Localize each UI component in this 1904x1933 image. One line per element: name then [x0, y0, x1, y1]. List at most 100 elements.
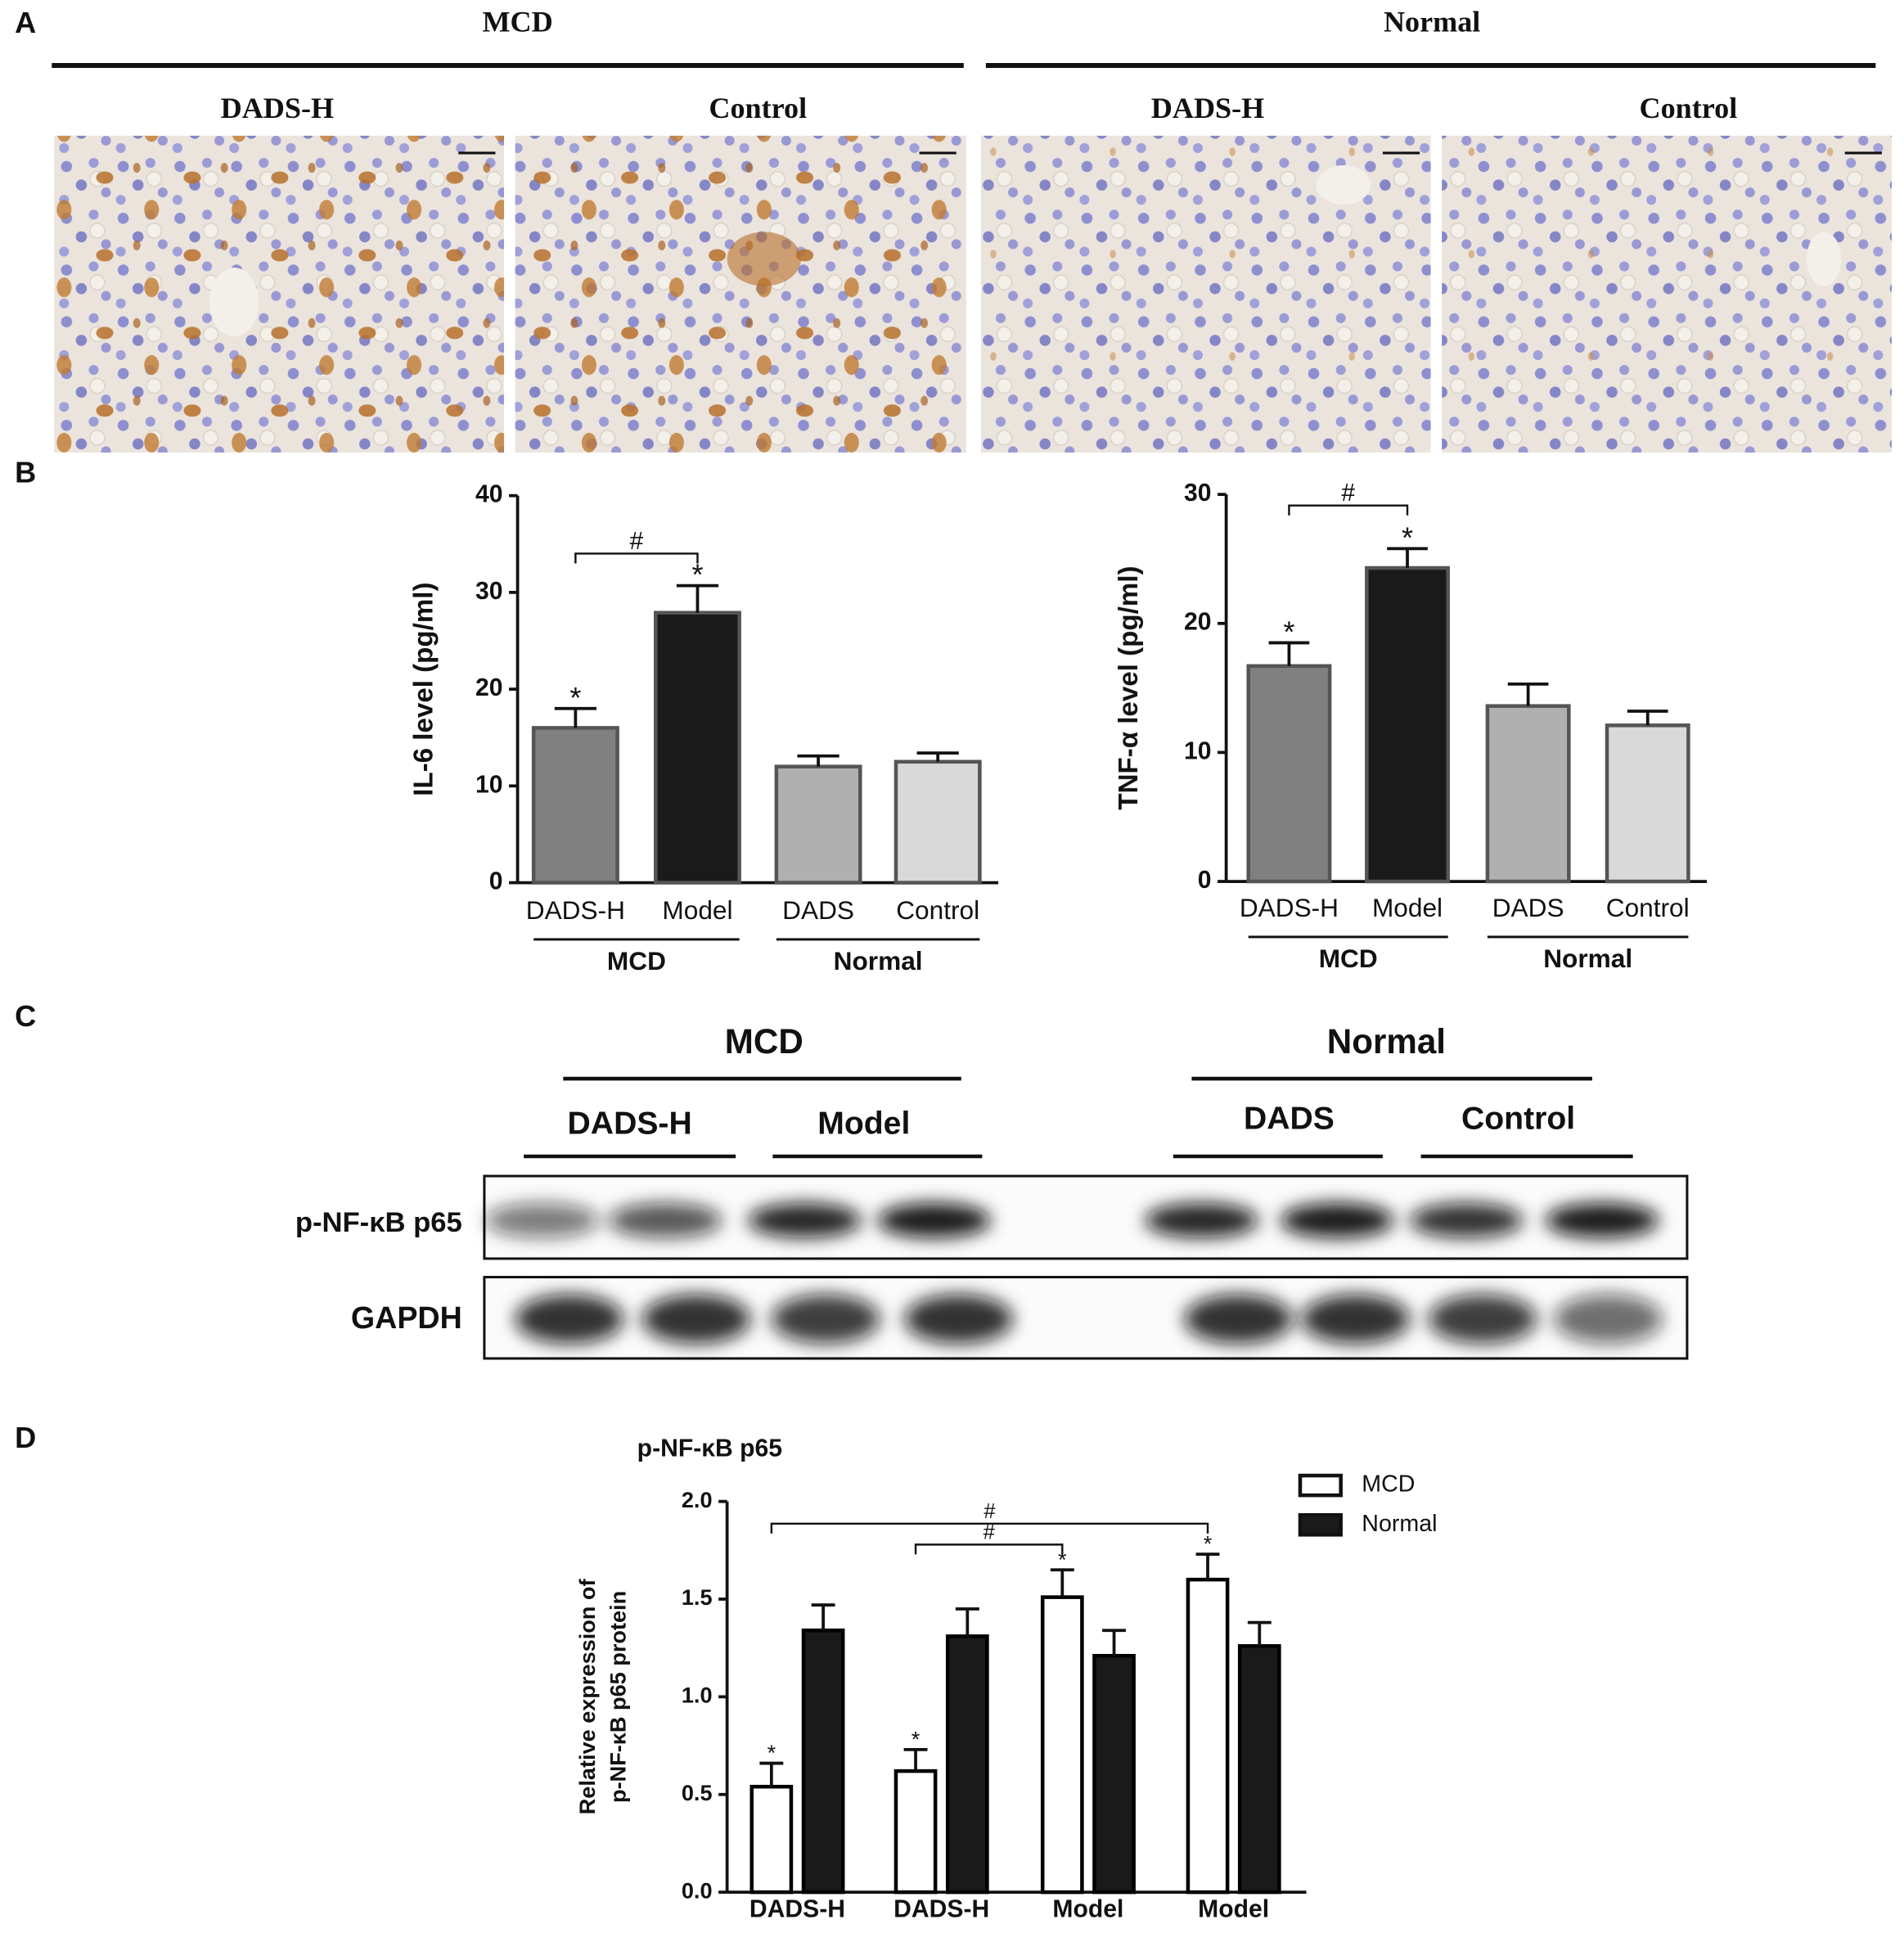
significance-star: *: [767, 1740, 776, 1765]
error-bar: [797, 754, 839, 767]
error-bar: [1102, 1629, 1127, 1656]
y-tick-label: 2.0: [682, 1487, 713, 1512]
y-tick-label: 1.0: [682, 1683, 713, 1708]
significance-label: #: [1341, 480, 1355, 507]
bar: [1092, 1654, 1136, 1895]
legend-swatch: [1298, 1473, 1343, 1498]
column-label: DADS-H: [1151, 92, 1265, 124]
y-tick-label: 1.5: [682, 1584, 713, 1610]
group-label: MCD: [482, 6, 552, 38]
bar: [654, 611, 741, 885]
significance-star: *: [1402, 520, 1413, 554]
group-label: Normal: [1384, 6, 1480, 38]
x-tick-label: DADS: [782, 895, 854, 925]
x-tick-label: Control: [1606, 893, 1690, 922]
y-tick-label: 0.5: [682, 1780, 713, 1805]
y-tick-label: 0: [489, 868, 503, 895]
x-tick-label: Model: [1198, 1896, 1269, 1923]
error-bar: [1507, 682, 1549, 706]
stain-overlay: [727, 232, 801, 286]
x-tick-label: DADS-H: [526, 895, 625, 925]
band: [485, 1203, 599, 1238]
stain-overlay: [1442, 135, 1892, 453]
bar: [531, 726, 619, 885]
band: [1280, 1203, 1394, 1238]
bar: [749, 1784, 794, 1895]
column-label: Control: [1640, 92, 1738, 124]
y-tick-label: 10: [475, 771, 503, 798]
significance-bracket: [770, 1522, 1209, 1534]
significance-bracket: [914, 1543, 1064, 1555]
error-bar: [1195, 1552, 1220, 1580]
band: [1428, 1294, 1537, 1344]
panel-label: C: [15, 999, 36, 1033]
bar: [1186, 1577, 1230, 1895]
band: [1410, 1203, 1524, 1238]
band: [1554, 1294, 1663, 1344]
x-tick-label: Model: [1372, 893, 1443, 922]
error-bar: [554, 706, 596, 728]
panel-label: A: [15, 6, 36, 39]
chart-title: p-NF-κB p65: [637, 1435, 782, 1462]
significance-star: *: [1204, 1531, 1213, 1557]
y-axis-label: IL-6 level (pg/ml): [408, 582, 439, 795]
y-axis-label: Relative expression of: [574, 1579, 600, 1815]
error-bar: [1268, 641, 1310, 666]
band: [771, 1294, 880, 1344]
group-label: MCD: [1319, 944, 1378, 973]
error-bar: [811, 1603, 835, 1631]
x-tick-label: Model: [662, 895, 732, 925]
bar: [1040, 1595, 1084, 1895]
bar: [1485, 704, 1571, 884]
group-label: Normal: [834, 946, 923, 976]
significance-label: #: [630, 528, 644, 555]
band: [748, 1203, 862, 1238]
band: [1145, 1203, 1258, 1238]
lane-label: Model: [817, 1106, 910, 1142]
x-tick-label: DADS: [1492, 893, 1564, 922]
group-label: MCD: [607, 946, 666, 976]
band: [1545, 1203, 1659, 1238]
bar: [1605, 723, 1690, 884]
stain-overlay: [515, 135, 966, 453]
bar: [893, 759, 982, 885]
error-bar: [759, 1761, 784, 1787]
band: [904, 1294, 1014, 1344]
lane-label: DADS-H: [568, 1106, 692, 1142]
legend-swatch: [1298, 1512, 1343, 1537]
bar: [1237, 1644, 1281, 1895]
histology-images: [54, 135, 1892, 453]
blot-group: Normal: [1327, 1022, 1446, 1061]
y-tick-label: 40: [475, 481, 503, 508]
vessel: [1807, 232, 1842, 286]
error-bar: [1387, 547, 1428, 569]
band: [1184, 1294, 1293, 1344]
bar: [945, 1634, 989, 1895]
y-tick-label: 0.0: [682, 1877, 713, 1903]
significance-star: *: [911, 1726, 920, 1751]
lane-label: Control: [1461, 1102, 1575, 1137]
band: [609, 1203, 722, 1238]
y-axis-label: TNF-α level (pg/ml): [1114, 565, 1144, 809]
significance-label: #: [984, 1521, 996, 1544]
legend-label: Normal: [1362, 1511, 1437, 1537]
panel-label: D: [15, 1421, 36, 1454]
significance-star: *: [1058, 1547, 1067, 1572]
row-label: p-NF-κB p65: [295, 1207, 462, 1238]
legend-label: MCD: [1362, 1471, 1415, 1498]
error-bar: [903, 1747, 928, 1772]
significance-bracket: [1288, 504, 1409, 516]
error-bar: [1050, 1568, 1074, 1597]
band: [877, 1203, 991, 1238]
y-tick-label: 20: [475, 674, 503, 701]
significance-bracket: [574, 552, 699, 564]
x-tick-label: DADS-H: [893, 1896, 989, 1923]
x-tick-label: DADS-H: [1240, 893, 1339, 922]
error-bar: [916, 751, 959, 762]
y-tick-label: 20: [1184, 609, 1212, 636]
bar: [774, 764, 862, 885]
column-label: DADS-H: [221, 92, 335, 124]
band: [641, 1294, 751, 1344]
